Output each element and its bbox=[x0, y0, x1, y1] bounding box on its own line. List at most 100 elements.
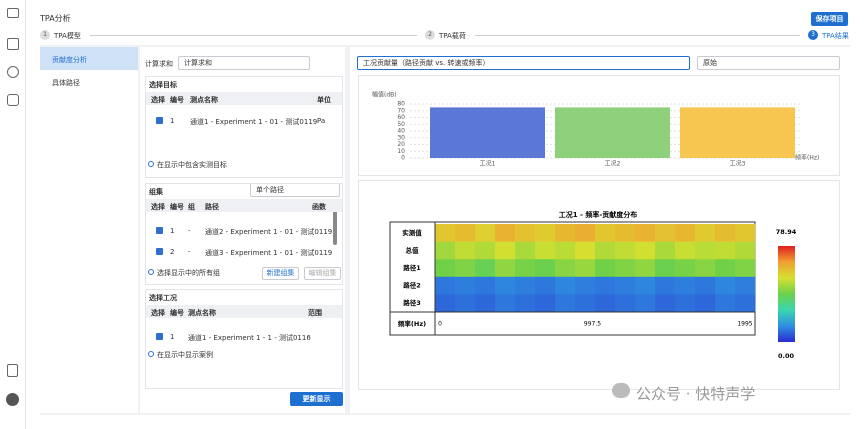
bar-box bbox=[358, 75, 840, 176]
form-panel bbox=[140, 47, 345, 413]
icon[interactable] bbox=[6, 393, 19, 406]
x-tick-label: 工况2 bbox=[605, 161, 621, 168]
select[interactable]: 工况贡献量（路径贡献 vs. 转速或频率） bbox=[357, 56, 690, 70]
radio[interactable] bbox=[148, 269, 154, 275]
update-button[interactable]: 更新显示 bbox=[290, 392, 343, 406]
row-label: 总值 bbox=[406, 245, 420, 254]
row-label: 路径2 bbox=[403, 281, 421, 290]
step-line bbox=[475, 35, 800, 36]
heatmap-title: 工况1 - 频率-贡献度分布 bbox=[559, 210, 638, 219]
heat-cell bbox=[615, 241, 636, 260]
checkbox[interactable] bbox=[156, 248, 163, 255]
row-label: 实测值 bbox=[402, 228, 422, 237]
heat-cell bbox=[435, 294, 456, 313]
heat-cell bbox=[435, 259, 456, 278]
heat-cell bbox=[695, 224, 716, 242]
heat-cell bbox=[695, 276, 716, 295]
button[interactable]: 编辑组集 bbox=[304, 267, 341, 280]
cell: 通道3 - Experiment 1 - 01 - 测试0119 bbox=[205, 249, 333, 257]
checkbox[interactable] bbox=[156, 117, 163, 124]
heat-cell bbox=[435, 224, 456, 242]
heat-cell bbox=[575, 259, 596, 278]
section-title: 组集 bbox=[149, 188, 163, 196]
checkbox[interactable] bbox=[156, 227, 163, 234]
heat-cell bbox=[735, 224, 756, 242]
heat-cell bbox=[595, 241, 616, 260]
cell: 通道1 - Experiment 1 - 1 - 测试0116 bbox=[188, 334, 311, 342]
step-label: TPA载荷 bbox=[439, 32, 466, 40]
heat-cell bbox=[515, 224, 536, 242]
heat-cell bbox=[655, 259, 676, 278]
cell: 2 bbox=[170, 248, 175, 256]
heat-cell bbox=[535, 259, 556, 278]
cell: 通道1 - Experiment 1 - 01 - 测试0119 bbox=[190, 118, 318, 126]
heat-cell bbox=[515, 259, 536, 278]
heat-cell bbox=[555, 276, 576, 295]
heat-cell bbox=[615, 276, 636, 295]
section-box bbox=[145, 289, 343, 389]
heat-cell bbox=[635, 241, 656, 260]
heat-cell bbox=[675, 259, 696, 278]
icon[interactable] bbox=[7, 364, 18, 377]
bar bbox=[430, 107, 545, 158]
cell: - bbox=[188, 248, 191, 256]
column-header: 测点名称 bbox=[190, 96, 218, 104]
select[interactable]: 计算求和 bbox=[178, 56, 310, 70]
step-line bbox=[90, 35, 417, 36]
heat-cell bbox=[515, 276, 536, 295]
heat-cell bbox=[735, 241, 756, 260]
cell: 1 bbox=[170, 117, 175, 125]
heat-cell bbox=[455, 294, 476, 313]
heat-cell bbox=[575, 276, 596, 295]
y-tick-label: 80 bbox=[397, 101, 405, 108]
heat-cell bbox=[575, 241, 596, 260]
heat-cell bbox=[535, 241, 556, 260]
heat-cell bbox=[735, 259, 756, 278]
option-label: 在显示中包含实测目标 bbox=[157, 161, 227, 169]
column-header: 测点名称 bbox=[188, 309, 216, 317]
heat-cell bbox=[435, 276, 456, 295]
icon[interactable] bbox=[7, 8, 19, 18]
save-button[interactable]: 保存项目 bbox=[811, 12, 848, 26]
heat-cell bbox=[515, 241, 536, 260]
heat-cell bbox=[735, 294, 756, 313]
y-tick-label: 40 bbox=[397, 128, 405, 135]
radio[interactable] bbox=[148, 161, 154, 167]
x-tick-label: 997.5 bbox=[584, 321, 601, 328]
cell: 通道2 - Experiment 1 - 01 - 测试0119 bbox=[205, 228, 333, 236]
heat-cell bbox=[495, 241, 516, 260]
nav-item[interactable]: 贡献度分析 bbox=[52, 56, 87, 64]
step-number: 1 bbox=[40, 30, 50, 40]
radio[interactable] bbox=[148, 351, 154, 357]
heat-cell bbox=[475, 241, 496, 260]
scrollbar[interactable] bbox=[333, 210, 337, 245]
y-tick-label: 50 bbox=[397, 121, 405, 128]
heat-cell bbox=[715, 294, 736, 313]
button[interactable]: 新建组集 bbox=[262, 267, 299, 280]
checkbox[interactable] bbox=[156, 333, 163, 340]
x-tick-label: 0 bbox=[438, 321, 442, 328]
column-header: 选择 bbox=[151, 309, 165, 317]
x-tick-label: 工况1 bbox=[480, 161, 496, 168]
colorbar bbox=[778, 246, 795, 342]
step-number: 2 bbox=[425, 30, 435, 40]
heat-cell bbox=[655, 241, 676, 260]
heat-cell bbox=[735, 276, 756, 295]
icon[interactable] bbox=[7, 66, 19, 78]
cell: - bbox=[308, 333, 311, 341]
nav-item[interactable]: 具体路径 bbox=[52, 79, 80, 87]
table-header bbox=[146, 199, 342, 212]
heat-cell bbox=[635, 294, 656, 313]
heat-cell bbox=[455, 276, 476, 295]
column-header: 选择 bbox=[151, 96, 165, 104]
select[interactable]: 原始 bbox=[697, 56, 840, 70]
page-title: TPA分析 bbox=[40, 14, 71, 23]
heat-cell bbox=[475, 294, 496, 313]
icon-bar bbox=[0, 0, 26, 429]
icon[interactable] bbox=[7, 38, 19, 50]
icon[interactable] bbox=[7, 94, 19, 106]
heat-cell bbox=[655, 224, 676, 242]
heat-cell bbox=[535, 276, 556, 295]
